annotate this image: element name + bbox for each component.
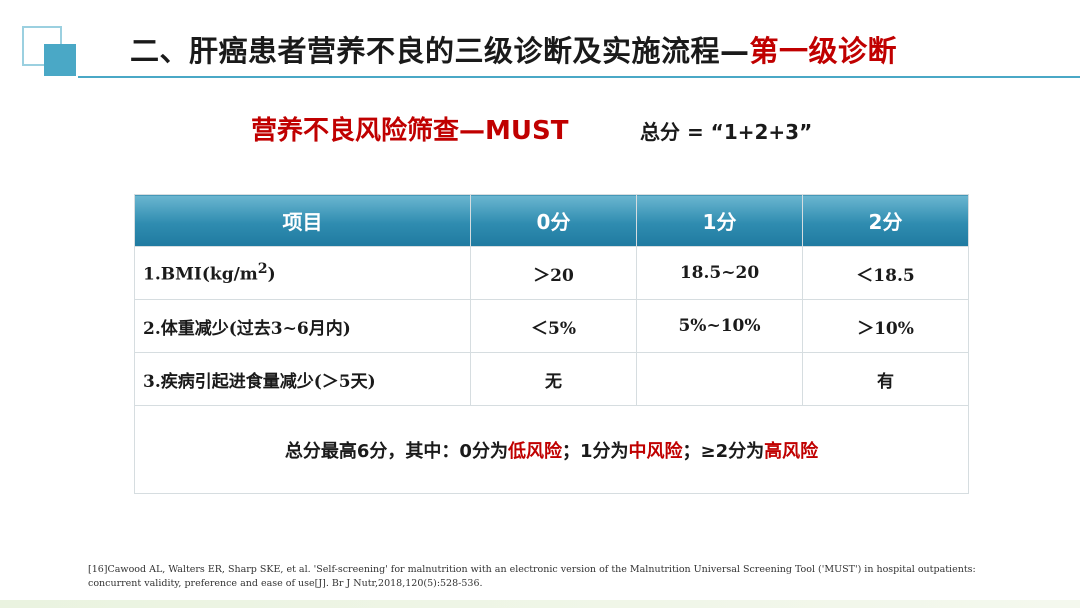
risk-high-label: 高风险 bbox=[764, 440, 819, 462]
column-header-item: 项目 bbox=[134, 194, 471, 247]
reference-footnote: [16]Cawood AL, Walters ER, Sharp SKE, et… bbox=[88, 564, 976, 589]
column-header-score-0: 0分 bbox=[470, 194, 637, 247]
bmi-label-tail: ) bbox=[267, 264, 276, 285]
risk-medium-label: 中风险 bbox=[628, 440, 683, 462]
page-title-accent: 第一级诊断 bbox=[749, 34, 898, 68]
summary-text-2: ；1分为 bbox=[561, 440, 629, 462]
cell-score-2: ＜18.5 bbox=[802, 246, 969, 300]
cell-score-1 bbox=[636, 352, 803, 406]
table-row: 1.BMI(kg/m2) ＞20 18.5~20 ＜18.5 bbox=[134, 246, 969, 300]
column-header-score-2: 2分 bbox=[802, 194, 969, 247]
summary-text-1: 总分最高6分，其中：0分为 bbox=[284, 440, 508, 462]
summary-cell: 总分最高6分，其中：0分为低风险；1分为中风险；≥2分为高风险 bbox=[134, 405, 969, 494]
table-header-row: 项目 0分 1分 2分 bbox=[134, 194, 969, 247]
bmi-superscript: 2 bbox=[257, 261, 268, 278]
row-item-bmi: 1.BMI(kg/m2) bbox=[134, 246, 471, 300]
section-subtitle: 营养不良风险筛查—MUST bbox=[251, 116, 569, 146]
cell-score-0: ＜5% bbox=[470, 299, 637, 353]
row-item-weight-loss: 2.体重减少(过去3~6月内) bbox=[134, 299, 471, 353]
table-row: 3.疾病引起进食量减少(＞5天) 无 有 bbox=[134, 352, 969, 406]
page-title-main: 二、肝癌患者营养不良的三级诊断及实施流程— bbox=[130, 34, 750, 68]
cell-score-2: ＞10% bbox=[802, 299, 969, 353]
cell-score-1: 5%~10% bbox=[636, 299, 803, 353]
cell-score-1: 18.5~20 bbox=[636, 246, 803, 300]
column-header-score-1: 1分 bbox=[636, 194, 803, 247]
summary-text-3: ；≥2分为 bbox=[682, 440, 765, 462]
cell-score-0: 无 bbox=[470, 352, 637, 406]
table-row: 2.体重减少(过去3~6月内) ＜5% 5%~10% ＞10% bbox=[134, 299, 969, 353]
title-underline bbox=[78, 76, 1080, 78]
bottom-decorative-band bbox=[0, 600, 1080, 608]
cell-score-0: ＞20 bbox=[470, 246, 637, 300]
score-formula: 总分 = “1+2+3” bbox=[640, 120, 813, 144]
row-item-intake-reduction: 3.疾病引起进食量减少(＞5天) bbox=[134, 352, 471, 406]
bmi-label: 1.BMI(kg/m bbox=[143, 264, 258, 285]
must-score-table: 项目 0分 1分 2分 1.BMI(kg/m2) ＞20 18.5~20 ＜18… bbox=[134, 194, 969, 494]
cell-score-2: 有 bbox=[802, 352, 969, 406]
table-summary-row: 总分最高6分，其中：0分为低风险；1分为中风险；≥2分为高风险 bbox=[134, 405, 969, 494]
decorative-square-filled bbox=[44, 44, 76, 76]
risk-low-label: 低风险 bbox=[507, 440, 562, 462]
page-title: 二、肝癌患者营养不良的三级诊断及实施流程—第一级诊断 bbox=[130, 28, 897, 70]
